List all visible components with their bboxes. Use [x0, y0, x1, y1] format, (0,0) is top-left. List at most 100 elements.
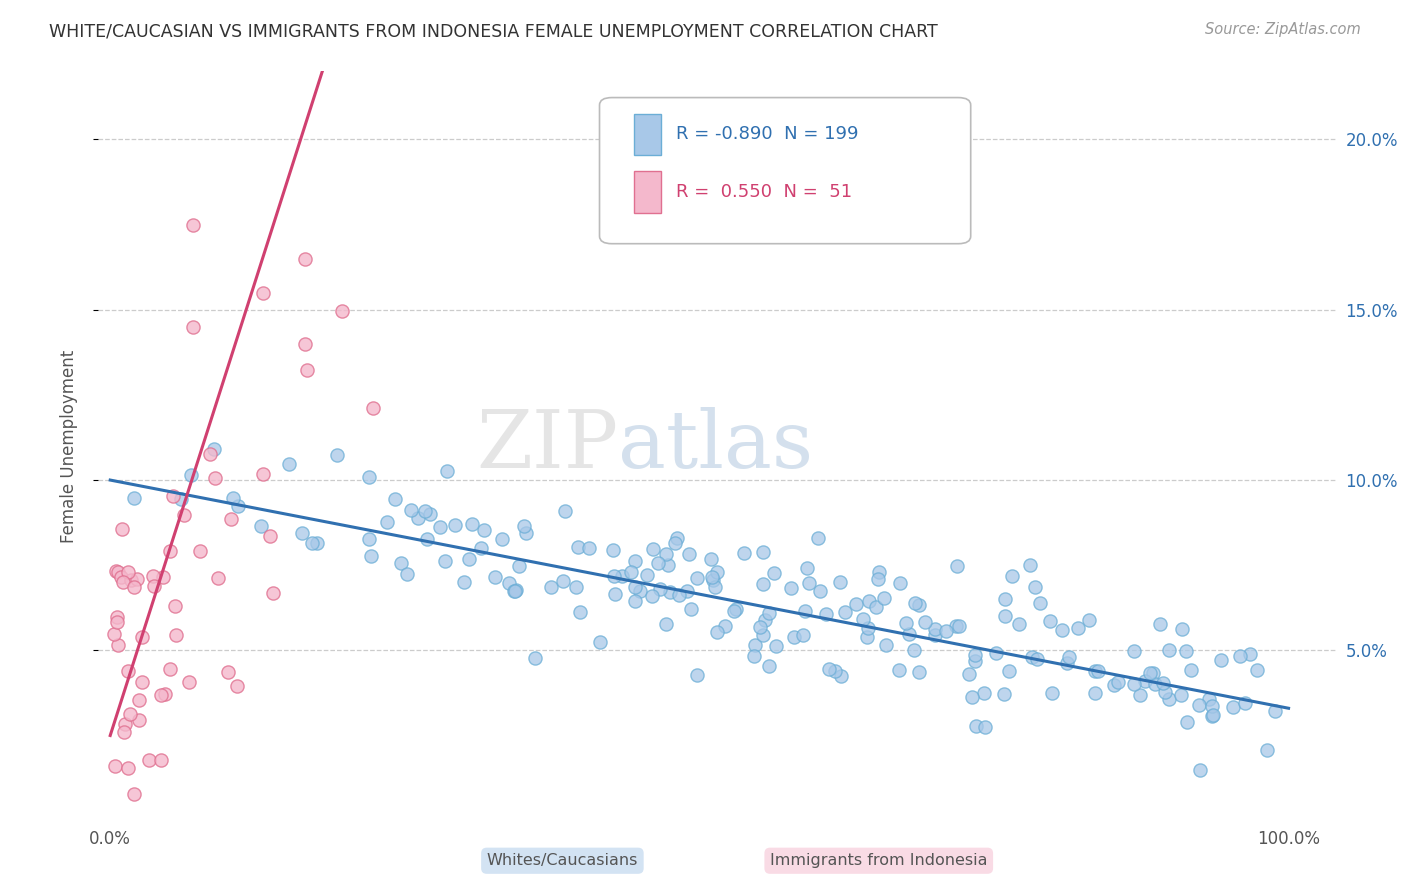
Point — [733, 546, 755, 560]
Point — [603, 568, 626, 582]
Point — [112, 725, 135, 739]
Point — [664, 536, 686, 550]
Point — [163, 599, 186, 614]
Point — [866, 572, 889, 586]
Point — [228, 499, 250, 513]
Point — [1175, 644, 1198, 658]
Text: R =  0.550  N =  51: R = 0.550 N = 51 — [676, 183, 852, 201]
Point — [957, 666, 980, 681]
Point — [103, 626, 125, 640]
Point — [898, 627, 921, 641]
Point — [654, 617, 676, 632]
Point — [1202, 707, 1225, 722]
Point — [1008, 616, 1031, 631]
Point — [1188, 698, 1211, 712]
Point — [565, 580, 588, 594]
Point — [295, 363, 318, 377]
Point — [1123, 644, 1146, 658]
Point — [1107, 675, 1129, 690]
Point — [1057, 650, 1080, 665]
Point — [120, 706, 142, 721]
Point — [429, 520, 451, 534]
Point — [505, 582, 527, 597]
Point — [413, 504, 436, 518]
Point — [1170, 688, 1192, 702]
Point — [754, 613, 776, 627]
FancyBboxPatch shape — [599, 97, 970, 244]
Point — [474, 523, 496, 537]
Point — [1029, 597, 1052, 611]
Point — [252, 285, 274, 300]
Point — [659, 584, 682, 599]
Point — [908, 598, 931, 612]
Point — [453, 574, 475, 589]
Point — [965, 719, 987, 733]
Point — [1222, 700, 1244, 714]
Point — [457, 552, 479, 566]
Point — [181, 319, 204, 334]
Point — [1239, 647, 1261, 661]
Point — [399, 502, 422, 516]
Point — [159, 544, 181, 558]
Point — [110, 570, 132, 584]
Point — [104, 759, 127, 773]
Point — [830, 669, 852, 683]
Point — [150, 688, 173, 702]
Point — [112, 575, 135, 590]
Point — [628, 584, 651, 599]
Point — [152, 570, 174, 584]
Point — [419, 507, 441, 521]
Point — [700, 552, 723, 566]
Point — [512, 519, 534, 533]
Point — [1180, 663, 1202, 677]
Point — [620, 566, 643, 580]
Point — [1018, 558, 1040, 573]
Text: R = -0.890  N = 199: R = -0.890 N = 199 — [676, 125, 859, 144]
Point — [1152, 676, 1174, 690]
Point — [1149, 617, 1171, 632]
Point — [704, 580, 727, 594]
Point — [484, 570, 506, 584]
Point — [965, 654, 987, 668]
Point — [1052, 623, 1074, 637]
Point — [396, 566, 419, 581]
Point — [624, 554, 647, 568]
Point — [359, 470, 381, 484]
Point — [830, 574, 852, 589]
Point — [1246, 663, 1268, 677]
Point — [1201, 708, 1223, 723]
Point — [612, 569, 634, 583]
Point — [107, 565, 129, 579]
Point — [578, 541, 600, 556]
Point — [150, 753, 173, 767]
Point — [624, 580, 647, 594]
Point — [685, 571, 707, 585]
Point — [636, 568, 658, 582]
Point — [384, 491, 406, 506]
Point — [1175, 714, 1198, 729]
Point — [114, 717, 136, 731]
Y-axis label: Female Unemployment: Female Unemployment — [59, 350, 77, 542]
Point — [641, 589, 664, 603]
Point — [105, 564, 128, 578]
Point — [202, 442, 225, 456]
Point — [657, 558, 679, 572]
Point — [685, 668, 707, 682]
Point — [946, 559, 969, 574]
Point — [903, 595, 925, 609]
Point — [389, 556, 412, 570]
Point — [503, 584, 526, 599]
Point — [706, 625, 728, 640]
Point — [924, 622, 946, 636]
Point — [676, 583, 699, 598]
Point — [894, 616, 917, 631]
Point — [143, 579, 166, 593]
Point — [262, 586, 284, 600]
Point — [122, 580, 145, 594]
Point — [294, 336, 316, 351]
Text: Immigrants from Indonesia: Immigrants from Indonesia — [770, 854, 987, 868]
Point — [868, 565, 890, 579]
Point — [259, 529, 281, 543]
Point — [1139, 665, 1161, 680]
Point — [502, 584, 524, 599]
